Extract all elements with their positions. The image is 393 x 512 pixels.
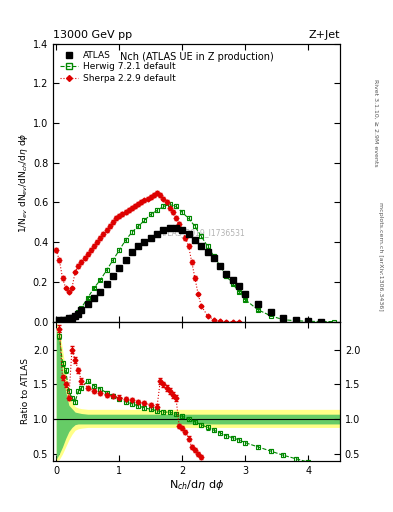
Text: Z+Jet: Z+Jet: [309, 30, 340, 40]
Y-axis label: Ratio to ATLAS: Ratio to ATLAS: [21, 358, 30, 424]
Text: ATLAS_2019_I1736531: ATLAS_2019_I1736531: [159, 228, 246, 237]
Text: Nch (ATLAS UE in Z production): Nch (ATLAS UE in Z production): [119, 52, 274, 62]
Text: Rivet 3.1.10, ≥ 2.9M events: Rivet 3.1.10, ≥ 2.9M events: [373, 79, 378, 167]
Text: mcplots.cern.ch [arXiv:1306.3436]: mcplots.cern.ch [arXiv:1306.3436]: [378, 202, 383, 310]
Legend: ATLAS, Herwig 7.2.1 default, Sherpa 2.2.9 default: ATLAS, Herwig 7.2.1 default, Sherpa 2.2.…: [57, 48, 178, 86]
X-axis label: N$_{ch}$/d$\eta$ d$\phi$: N$_{ch}$/d$\eta$ d$\phi$: [169, 478, 224, 493]
Y-axis label: 1/N$_{ev}$ dN$_{ev}$/dN$_{ch}$/d$\eta$ d$\phi$: 1/N$_{ev}$ dN$_{ev}$/dN$_{ch}$/d$\eta$ d…: [17, 132, 30, 233]
Text: 13000 GeV pp: 13000 GeV pp: [53, 30, 132, 40]
